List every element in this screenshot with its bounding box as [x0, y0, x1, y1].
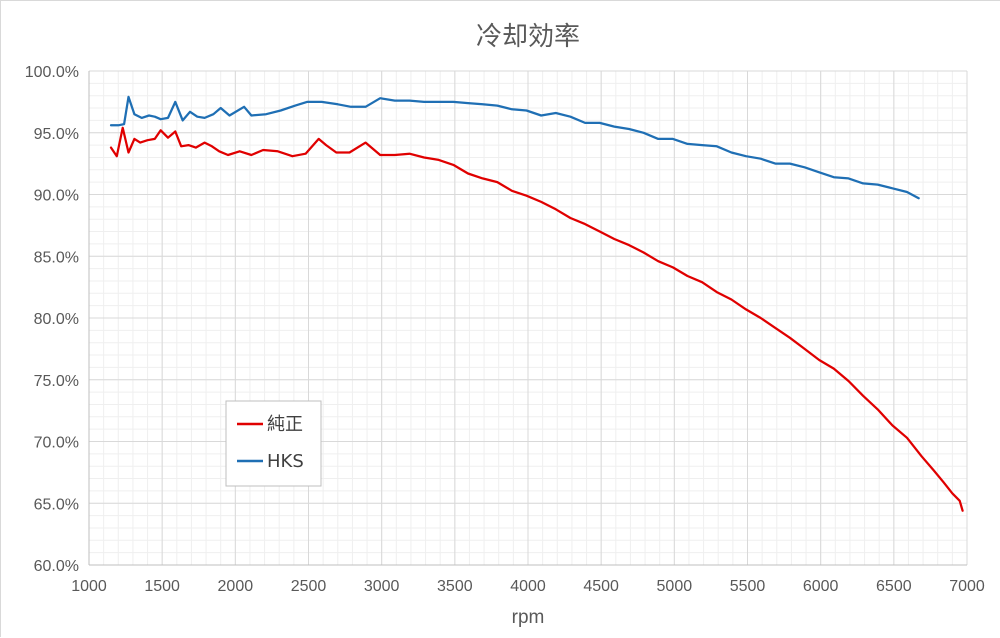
y-tick-label: 95.0% — [34, 126, 79, 143]
x-tick-label: 1500 — [144, 578, 180, 595]
x-tick-label: 3500 — [437, 578, 473, 595]
x-tick-label: 7000 — [949, 578, 985, 595]
y-tick-label: 100.0% — [25, 64, 79, 81]
grid-lines — [88, 70, 968, 566]
x-tick-label: 6500 — [876, 578, 912, 595]
y-tick-label: 65.0% — [34, 496, 79, 513]
x-tick-label: 1000 — [71, 578, 107, 595]
y-tick-label: 70.0% — [34, 435, 79, 452]
legend-box — [225, 400, 322, 487]
x-tick-label: 3000 — [364, 578, 400, 595]
x-tick-label: 2000 — [218, 578, 254, 595]
y-tick-label: 90.0% — [34, 188, 79, 205]
x-axis-title: rpm — [512, 607, 545, 628]
y-tick-label: 75.0% — [34, 373, 79, 390]
y-tick-label: 85.0% — [34, 249, 79, 266]
legend: 純正 HKS — [225, 400, 322, 487]
x-tick-label: 6000 — [803, 578, 839, 595]
series-line-hks — [109, 95, 920, 200]
x-tick-label: 5000 — [657, 578, 693, 595]
legend-label-hks: HKS — [267, 451, 304, 472]
x-tick-label: 4500 — [583, 578, 619, 595]
series-lines — [109, 95, 964, 512]
y-tick-label: 80.0% — [34, 311, 79, 328]
x-tick-label: 5500 — [730, 578, 766, 595]
x-tick-label: 4000 — [510, 578, 546, 595]
legend-label-junsei: 純正 — [267, 414, 303, 435]
chart-title: 冷却効率 — [476, 22, 580, 52]
x-tick-label: 2500 — [291, 578, 327, 595]
series-line-junsei — [109, 126, 964, 512]
axes: 1000 1500 2000 2500 3000 3500 4000 4500 5000 5500… — [25, 64, 985, 595]
y-tick-label: 60.0% — [34, 558, 79, 575]
